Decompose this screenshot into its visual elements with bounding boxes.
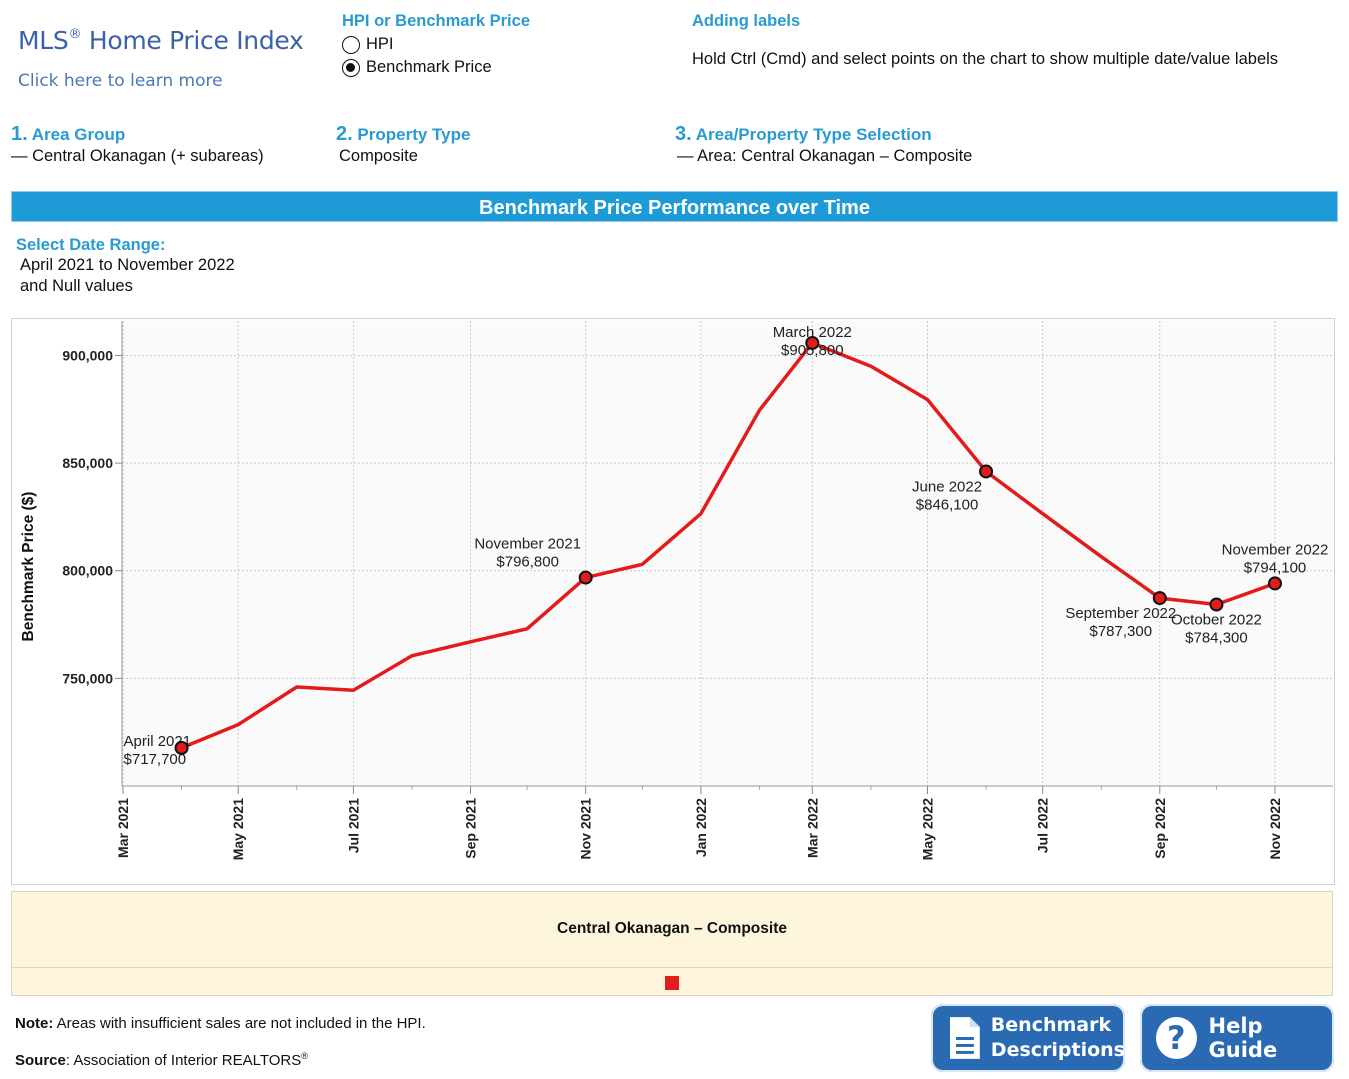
radio-benchmark-price[interactable]: Benchmark Price (342, 56, 492, 79)
x-tick-label: Jan 2022 (693, 798, 709, 857)
radio-circle-hpi[interactable] (342, 35, 360, 54)
help-icon: ? (1156, 1017, 1197, 1059)
annotation-value: $784,300 (1185, 630, 1248, 647)
note-text: Note: Areas with insufficient sales are … (15, 1015, 426, 1032)
date-range-line1: April 2021 to November 2022 (20, 256, 235, 274)
benchmark-price-chart[interactable]: 750,000 800,000 850,000 900,000 Mar 2021 May … (0, 0, 1349, 890)
chart-title-banner: Benchmark Price Performance over Time (11, 191, 1338, 222)
y-axis-label: Benchmark Price ($) (20, 492, 37, 642)
series-line[interactable] (180, 341, 1276, 750)
source-body: : Association of Interior REALTORS (65, 1052, 302, 1069)
radio-hpi[interactable]: HPI (342, 33, 492, 56)
x-tick-label: Jul 2021 (345, 798, 361, 853)
step-value: — Area: Central Okanagan – Composite (677, 147, 973, 165)
logo-title-rest: Home Price Index (81, 26, 304, 55)
step-property-type[interactable]: 2. Property Type Composite (336, 123, 470, 166)
date-range-line2: and Null values (20, 277, 133, 295)
x-tick-label: Nov 2021 (578, 798, 594, 860)
benchmark-descriptions-button[interactable]: Benchmark Descriptions (931, 1004, 1125, 1072)
x-tick-label: Mar 2022 (804, 798, 820, 858)
step-area-property-selection[interactable]: 3. Area/Property Type Selection — Area: … (675, 123, 972, 166)
annotation-value: $846,100 (916, 496, 979, 513)
x-tick-label: Mar 2021 (115, 798, 131, 858)
chart-frame (11, 318, 1335, 885)
learn-more-link[interactable]: Click here to learn more (18, 71, 223, 91)
annotation-date: April 2021 (124, 733, 192, 750)
note-label: Note: (15, 1015, 54, 1032)
step-number: 3. (675, 123, 692, 145)
radio-label-benchmark: Benchmark Price (366, 58, 492, 76)
mls-hpi-logo[interactable]: MLS® Home Price Index (18, 26, 304, 55)
data-point-marker[interactable] (1152, 591, 1167, 606)
x-tick-label: May 2022 (920, 798, 936, 860)
plot-area (122, 321, 1333, 786)
y-tick-label: 800,000 (62, 563, 113, 579)
step-value: — Central Okanagan (+ subareas) (11, 147, 264, 165)
data-point-marker[interactable] (979, 464, 994, 479)
annotation-date: September 2022 (1065, 605, 1176, 622)
y-tick-label: 750,000 (62, 670, 113, 686)
source-reg-mark: ® (301, 1051, 308, 1061)
source-text: Source: Association of Interior REALTORS… (15, 1051, 308, 1069)
annotation-date: November 2021 (474, 536, 581, 553)
annotation-value: $717,700 (124, 751, 187, 768)
x-tick-label: Jul 2022 (1035, 798, 1051, 853)
legend-swatch[interactable] (665, 976, 679, 990)
benchmark-button-line1: Benchmark (990, 1014, 1112, 1036)
radio-circle-benchmark[interactable] (342, 58, 360, 77)
adding-labels-help: Hold Ctrl (Cmd) and select points on the… (692, 50, 1279, 68)
annotation-value: $787,300 (1090, 623, 1153, 640)
note-body: Areas with insufficient sales are not in… (53, 1015, 426, 1032)
annotation-value: $796,800 (496, 554, 559, 571)
x-tick-label: Sep 2022 (1152, 798, 1168, 859)
annotation-value: $794,100 (1244, 559, 1307, 576)
data-point-marker[interactable] (578, 570, 593, 585)
x-tick-label: Sep 2021 (462, 798, 478, 859)
help-button-label: Help Guide (1208, 1014, 1278, 1062)
annotation-date: November 2022 (1222, 541, 1329, 558)
help-guide-button[interactable]: ? Help Guide (1140, 1004, 1334, 1072)
step-number: 1. (11, 123, 28, 145)
registered-mark: ® (68, 26, 82, 42)
step-value: Composite (339, 147, 418, 165)
adding-labels-heading: Adding labels (692, 12, 801, 30)
x-tick-label: May 2021 (230, 798, 246, 860)
radio-label-hpi: HPI (366, 35, 394, 53)
data-point-marker[interactable] (1268, 576, 1282, 591)
data-point-marker[interactable] (1209, 597, 1224, 612)
date-range-selector[interactable]: Select Date Range: April 2021 to Novembe… (16, 236, 235, 296)
date-range-heading: Select Date Range: (16, 236, 166, 254)
data-point-marker[interactable] (174, 740, 189, 755)
y-tick-label: 850,000 (62, 455, 113, 471)
data-point-marker[interactable] (805, 335, 820, 350)
step-number: 2. (336, 123, 353, 145)
measure-radio-group: HPI Benchmark Price (342, 33, 492, 79)
legend-divider (11, 967, 1333, 968)
y-tick-label: 900,000 (62, 347, 113, 363)
annotation-date: March 2022 (773, 324, 852, 341)
benchmark-button-line2: Descriptions (990, 1039, 1125, 1061)
annotation-value: $905,800 (781, 342, 844, 359)
step-title: Area Group (31, 125, 126, 144)
measure-heading: HPI or Benchmark Price (342, 12, 530, 30)
step-title: Property Type (357, 125, 471, 144)
annotation-date: June 2022 (912, 478, 982, 495)
logo-title: MLS (18, 26, 69, 55)
document-icon (949, 1017, 980, 1059)
step-area-group[interactable]: 1. Area Group — Central Okanagan (+ suba… (11, 123, 264, 166)
legend-series-name: Central Okanagan – Composite (557, 920, 787, 937)
x-tick-label: Nov 2022 (1267, 798, 1283, 860)
annotation-date: October 2022 (1171, 612, 1262, 629)
source-label: Source (15, 1052, 66, 1069)
step-title: Area/Property Type Selection (695, 125, 932, 144)
